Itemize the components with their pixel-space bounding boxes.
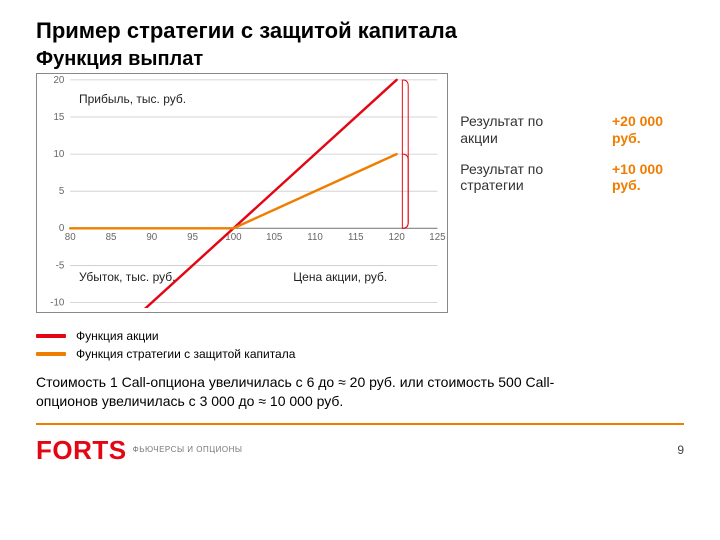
loss-label: Убыток, тыс. руб. xyxy=(79,270,175,284)
page-subtitle: Функция выплат xyxy=(36,48,684,71)
svg-text:-5: -5 xyxy=(56,260,65,271)
svg-text:-10: -10 xyxy=(50,297,65,308)
profit-label: Прибыль, тыс. руб. xyxy=(79,92,186,106)
svg-text:0: 0 xyxy=(59,223,65,234)
legend: Функция акции Функция стратегии с защито… xyxy=(36,327,684,363)
stock-result-label: Результат по акции xyxy=(460,113,580,147)
svg-text:10: 10 xyxy=(53,149,64,160)
legend-item-stock: Функция акции xyxy=(36,327,684,345)
brand-logo: FORTS Фьючерсы и опционы xyxy=(36,435,242,466)
price-axis-label: Цена акции, руб. xyxy=(293,270,387,284)
footer-divider xyxy=(36,423,684,425)
svg-text:5: 5 xyxy=(59,186,65,197)
strategy-result-value: +10 000 руб. xyxy=(612,161,684,195)
payoff-chart: 80859095100105110115120125 -10-505101520… xyxy=(36,73,448,313)
legend-swatch-stock xyxy=(36,334,66,338)
svg-text:15: 15 xyxy=(53,112,64,123)
svg-text:20: 20 xyxy=(53,75,64,86)
results-panel: Результат по акции +20 000 руб. Результа… xyxy=(460,73,684,208)
svg-text:85: 85 xyxy=(106,232,117,243)
footnote: Стоимость 1 Call-опциона увеличилась с 6… xyxy=(36,373,556,411)
brand-text: FORTS xyxy=(36,435,127,466)
svg-text:120: 120 xyxy=(388,232,405,243)
legend-label-strategy: Функция стратегии с защитой капитала xyxy=(76,345,295,363)
svg-text:125: 125 xyxy=(429,232,446,243)
stock-result-value: +20 000 руб. xyxy=(612,113,684,147)
svg-text:80: 80 xyxy=(65,232,76,243)
svg-text:105: 105 xyxy=(266,232,283,243)
brand-tag: Фьючерсы и опционы xyxy=(133,446,243,454)
legend-label-stock: Функция акции xyxy=(76,327,159,345)
legend-swatch-strategy xyxy=(36,352,66,356)
svg-text:90: 90 xyxy=(146,232,157,243)
legend-item-strategy: Функция стратегии с защитой капитала xyxy=(36,345,684,363)
svg-text:95: 95 xyxy=(187,232,198,243)
svg-text:110: 110 xyxy=(307,232,323,243)
page-title: Пример стратегии с защитой капитала xyxy=(36,18,684,44)
strategy-result-label: Результат по стратегии xyxy=(460,161,580,195)
page-number: 9 xyxy=(677,443,684,457)
svg-text:115: 115 xyxy=(348,232,364,243)
